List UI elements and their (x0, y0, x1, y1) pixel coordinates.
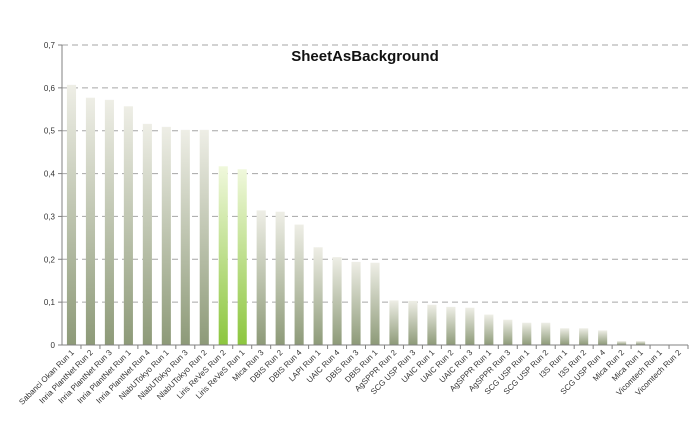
bar (161, 126, 171, 345)
bars (66, 84, 646, 346)
y-tick-label: 0,1 (44, 298, 56, 307)
bar (237, 169, 247, 345)
bar (351, 261, 361, 345)
bar (199, 129, 209, 345)
bar (636, 341, 646, 345)
axes (61, 45, 688, 346)
bar (104, 99, 114, 345)
y-axis-ticks: 0 0,1 0,2 0,3 0,4 0,5 0,6 0,7 (44, 41, 62, 350)
bar (446, 306, 456, 345)
bar (617, 341, 627, 345)
bar (484, 314, 494, 345)
bar (389, 300, 399, 345)
bar (180, 129, 190, 345)
y-tick-label: 0,7 (44, 41, 56, 50)
bar (142, 123, 152, 345)
bar (85, 97, 96, 345)
bar (503, 319, 513, 345)
bar (332, 257, 342, 345)
bar (218, 166, 228, 345)
bar (256, 210, 266, 345)
chart-title: SheetAsBackground (291, 48, 439, 65)
y-tick-label: 0,3 (44, 212, 56, 221)
bar (427, 304, 437, 345)
y-tick-label: 0 (51, 341, 56, 350)
bar (579, 328, 589, 345)
y-tick-label: 0,6 (44, 84, 56, 93)
bar (541, 322, 551, 345)
bar (522, 322, 532, 345)
bar (313, 247, 323, 345)
y-tick-label: 0,2 (44, 255, 56, 264)
bar (294, 224, 304, 345)
y-tick-label: 0,5 (44, 127, 56, 136)
bar (275, 211, 285, 345)
bar (465, 307, 475, 345)
bar (560, 328, 570, 345)
bar (370, 262, 380, 345)
y-tick-label: 0,4 (44, 170, 56, 179)
bar (66, 84, 77, 345)
bar (598, 330, 608, 345)
bar (123, 106, 133, 346)
bar (408, 300, 418, 345)
